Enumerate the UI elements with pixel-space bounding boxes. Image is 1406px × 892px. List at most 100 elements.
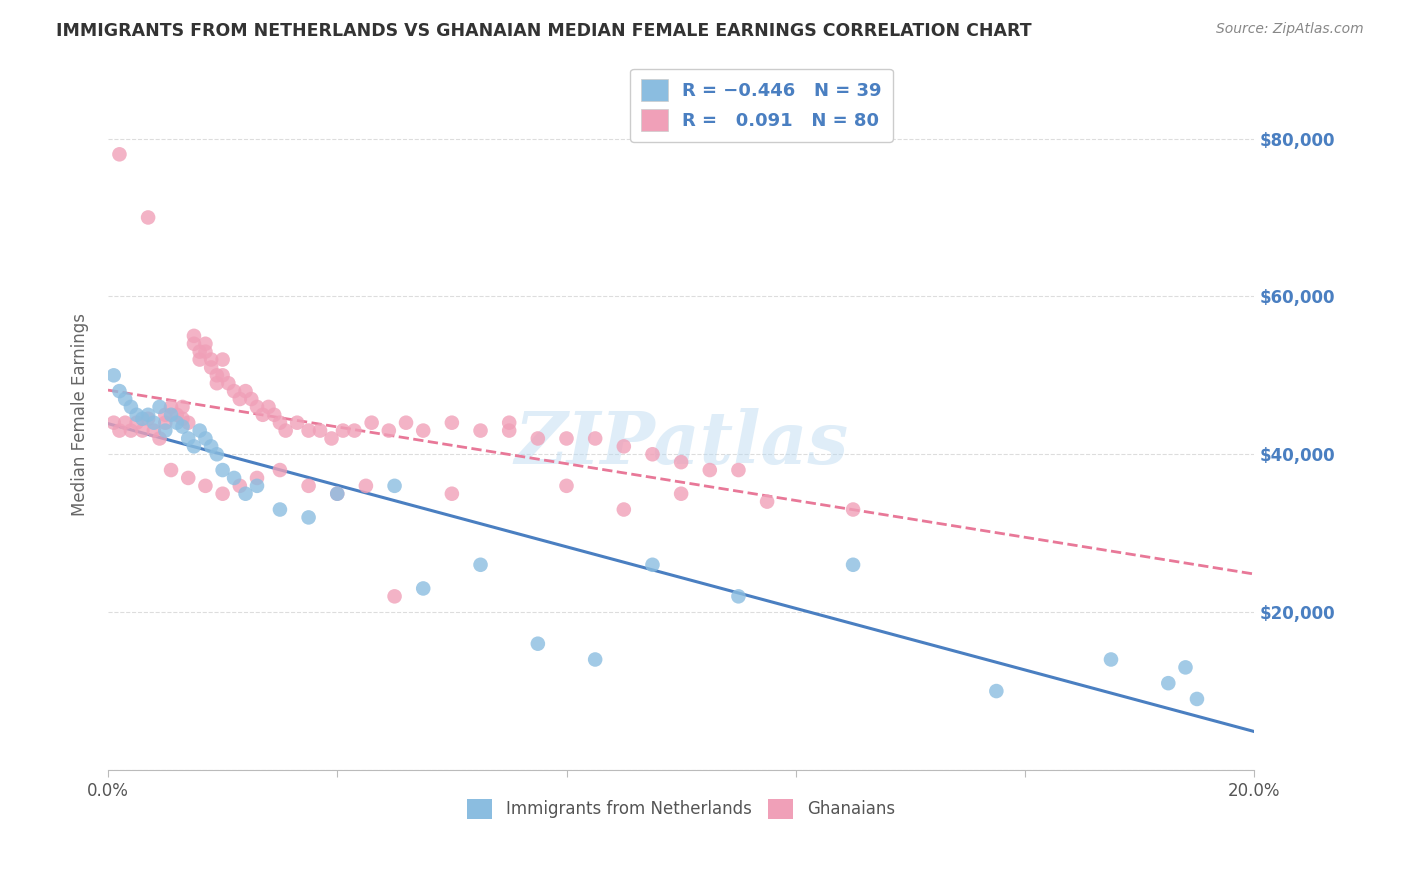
Point — [297, 510, 319, 524]
Point — [384, 479, 406, 493]
Point — [613, 439, 636, 453]
Point — [252, 408, 274, 422]
Point — [1099, 652, 1122, 666]
Point — [211, 368, 233, 383]
Point — [297, 479, 319, 493]
Point — [498, 416, 520, 430]
Point — [669, 455, 692, 469]
Point — [136, 211, 159, 225]
Point — [160, 400, 183, 414]
Point — [136, 408, 159, 422]
Point — [188, 352, 211, 367]
Point — [222, 384, 245, 398]
Point — [246, 471, 269, 485]
Point — [194, 344, 217, 359]
Point — [1157, 676, 1180, 690]
Point — [194, 479, 217, 493]
Point — [263, 408, 285, 422]
Point — [200, 439, 222, 453]
Point — [108, 147, 131, 161]
Point — [326, 487, 349, 501]
Point — [166, 416, 188, 430]
Point — [120, 424, 142, 438]
Point — [378, 424, 401, 438]
Point — [177, 471, 200, 485]
Point — [246, 400, 269, 414]
Point — [114, 392, 136, 406]
Point — [200, 352, 222, 367]
Point — [183, 439, 205, 453]
Point — [229, 392, 252, 406]
Point — [1185, 692, 1208, 706]
Point — [555, 432, 578, 446]
Point — [321, 432, 343, 446]
Point — [211, 463, 233, 477]
Legend: Immigrants from Netherlands, Ghanaians: Immigrants from Netherlands, Ghanaians — [461, 792, 901, 826]
Point — [986, 684, 1008, 698]
Point — [555, 479, 578, 493]
Point — [756, 494, 779, 508]
Point — [527, 637, 550, 651]
Point — [160, 463, 183, 477]
Point — [125, 416, 148, 430]
Point — [354, 479, 377, 493]
Point — [131, 411, 153, 425]
Point — [194, 336, 217, 351]
Point — [395, 416, 418, 430]
Point — [160, 408, 183, 422]
Point — [188, 424, 211, 438]
Point — [183, 329, 205, 343]
Point — [583, 432, 606, 446]
Point — [205, 447, 228, 461]
Point — [440, 416, 463, 430]
Point — [269, 502, 291, 516]
Point — [527, 432, 550, 446]
Point — [177, 416, 200, 430]
Point — [166, 408, 188, 422]
Point — [842, 502, 865, 516]
Point — [172, 400, 194, 414]
Point — [125, 408, 148, 422]
Point — [274, 424, 297, 438]
Text: Source: ZipAtlas.com: Source: ZipAtlas.com — [1216, 22, 1364, 37]
Point — [205, 376, 228, 391]
Point — [142, 416, 165, 430]
Point — [136, 411, 159, 425]
Point — [470, 424, 492, 438]
Point — [240, 392, 263, 406]
Point — [131, 424, 153, 438]
Point — [155, 408, 177, 422]
Point — [727, 590, 749, 604]
Point — [641, 558, 664, 572]
Point — [360, 416, 382, 430]
Point — [412, 582, 434, 596]
Point — [222, 471, 245, 485]
Point — [155, 416, 177, 430]
Point — [211, 487, 233, 501]
Point — [842, 558, 865, 572]
Y-axis label: Median Female Earnings: Median Female Earnings — [72, 313, 89, 516]
Point — [108, 384, 131, 398]
Point — [108, 424, 131, 438]
Point — [194, 432, 217, 446]
Point — [120, 400, 142, 414]
Point — [309, 424, 332, 438]
Point — [211, 352, 233, 367]
Point — [229, 479, 252, 493]
Point — [669, 487, 692, 501]
Text: IMMIGRANTS FROM NETHERLANDS VS GHANAIAN MEDIAN FEMALE EARNINGS CORRELATION CHART: IMMIGRANTS FROM NETHERLANDS VS GHANAIAN … — [56, 22, 1032, 40]
Point — [384, 590, 406, 604]
Point — [235, 384, 257, 398]
Point — [103, 368, 125, 383]
Point — [235, 487, 257, 501]
Point — [343, 424, 366, 438]
Point — [172, 411, 194, 425]
Point — [200, 360, 222, 375]
Point — [412, 424, 434, 438]
Point — [177, 432, 200, 446]
Point — [205, 368, 228, 383]
Point — [727, 463, 749, 477]
Point — [172, 419, 194, 434]
Point — [297, 424, 319, 438]
Point — [183, 336, 205, 351]
